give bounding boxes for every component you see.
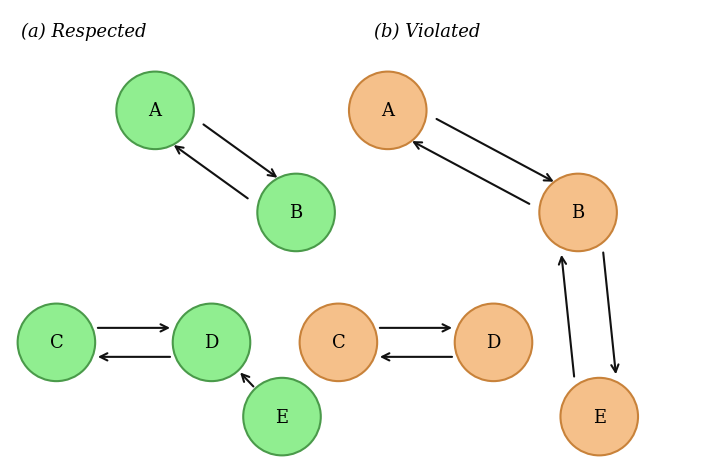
Text: D: D xyxy=(486,334,501,351)
Ellipse shape xyxy=(455,304,532,382)
Ellipse shape xyxy=(300,304,377,382)
Ellipse shape xyxy=(18,304,95,382)
Text: E: E xyxy=(276,408,288,425)
Ellipse shape xyxy=(560,378,638,456)
Text: C: C xyxy=(49,334,63,351)
Ellipse shape xyxy=(173,304,250,382)
Text: C: C xyxy=(331,334,345,351)
Text: (b) Violated: (b) Violated xyxy=(374,23,480,41)
Text: B: B xyxy=(290,204,302,222)
Ellipse shape xyxy=(243,378,321,456)
Ellipse shape xyxy=(539,174,617,252)
Text: B: B xyxy=(572,204,584,222)
Text: A: A xyxy=(149,102,161,120)
Text: (a) Respected: (a) Respected xyxy=(21,23,147,41)
Ellipse shape xyxy=(257,174,335,252)
Text: E: E xyxy=(593,408,606,425)
Text: A: A xyxy=(381,102,394,120)
Ellipse shape xyxy=(349,72,427,150)
Text: D: D xyxy=(204,334,219,351)
Ellipse shape xyxy=(116,72,194,150)
